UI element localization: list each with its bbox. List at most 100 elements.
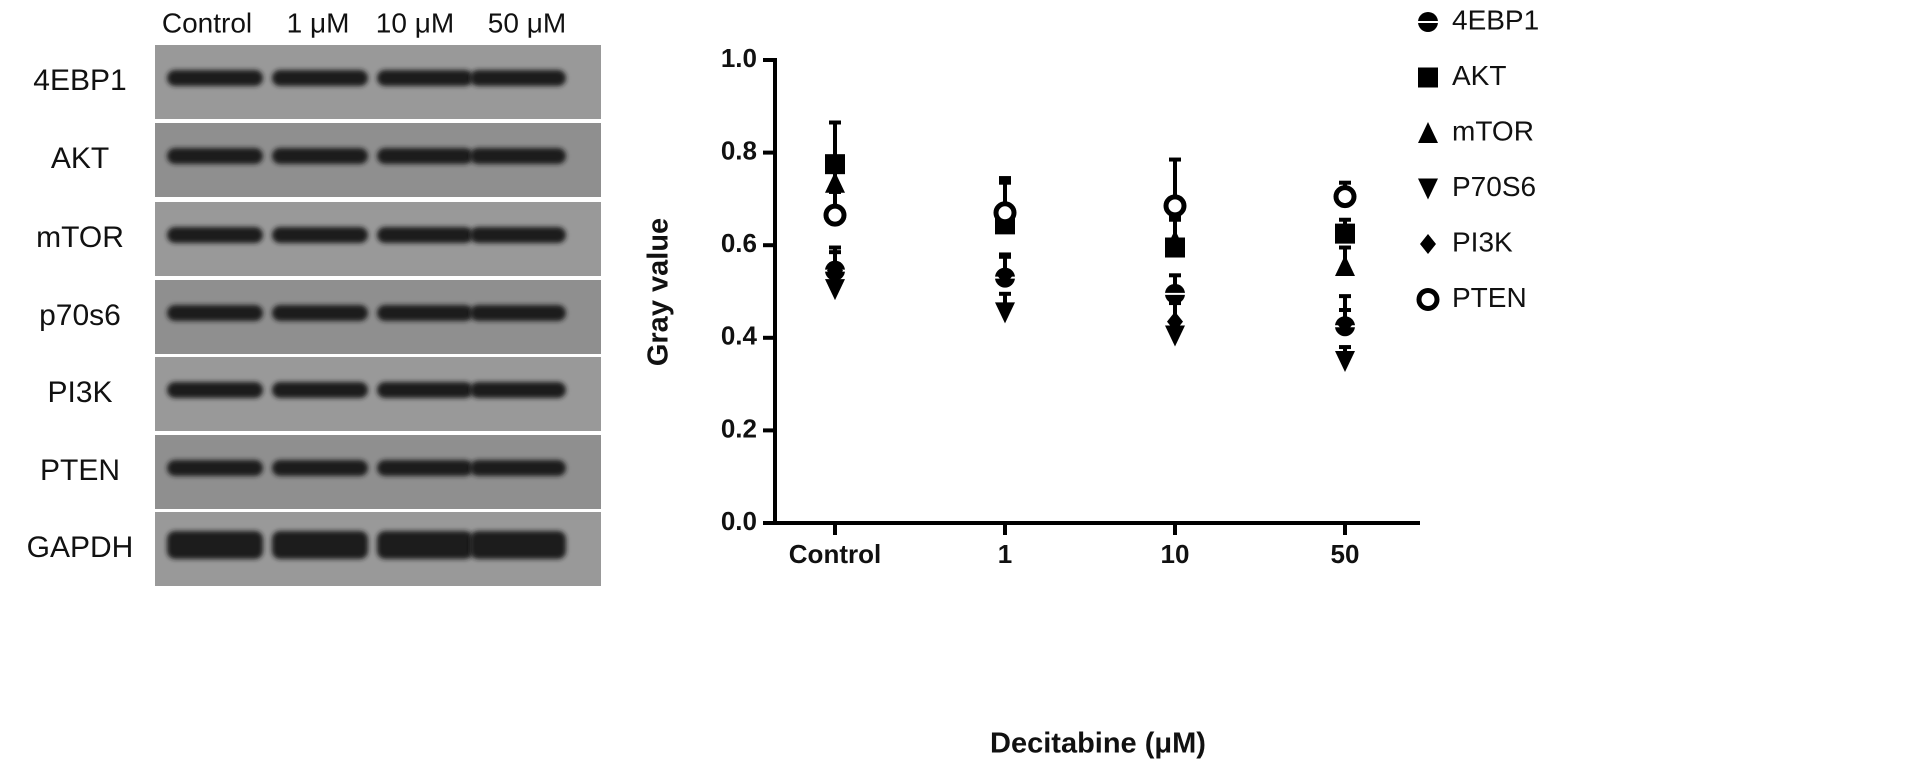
marker xyxy=(1165,229,1185,251)
band xyxy=(470,227,566,243)
band xyxy=(167,227,263,243)
lane-label: 50 μM xyxy=(488,7,566,38)
band xyxy=(272,70,368,86)
marker-shape xyxy=(825,279,845,301)
marker xyxy=(1418,122,1438,143)
marker-shape xyxy=(1416,288,1440,311)
legend-label: 4EBP1 xyxy=(1452,4,1539,35)
y-tick-label: 1.0 xyxy=(721,43,757,73)
legend-label: AKT xyxy=(1452,60,1506,91)
band xyxy=(272,460,368,476)
marker-shape xyxy=(1337,313,1353,334)
y-tick-label: 0.2 xyxy=(721,413,757,443)
lane-label: 10 μM xyxy=(376,7,454,38)
x-axis-title: Decitabine (μM) xyxy=(990,728,1206,760)
band xyxy=(272,382,368,398)
marker xyxy=(997,265,1013,286)
band xyxy=(272,531,368,559)
band xyxy=(377,70,473,86)
band xyxy=(377,227,473,243)
marker-shape xyxy=(1163,194,1187,218)
band xyxy=(377,382,473,398)
band xyxy=(272,148,368,164)
y-axis-title: Gray value xyxy=(643,218,675,366)
row-label: AKT xyxy=(51,142,109,175)
band xyxy=(167,70,263,86)
row-label: 4EBP1 xyxy=(33,64,126,97)
legend-label: mTOR xyxy=(1452,115,1534,146)
marker-shape xyxy=(1167,311,1183,332)
chart: Decitabine (μM) Gray value 0.0 0.2 0.4 0.6 0… xyxy=(643,4,1540,759)
marker xyxy=(823,203,847,227)
marker xyxy=(1418,178,1438,200)
lane-label: Control xyxy=(162,7,252,38)
marker-shape xyxy=(995,302,1015,324)
marker-shape xyxy=(1420,234,1436,254)
marker xyxy=(1337,313,1353,334)
band xyxy=(167,148,263,164)
band xyxy=(272,227,368,243)
band xyxy=(167,531,263,559)
marker xyxy=(1333,185,1357,209)
marker-shape xyxy=(1418,122,1438,143)
lane-label: 1 μM xyxy=(287,7,350,38)
y-tick-label: 0.6 xyxy=(721,228,757,258)
marker xyxy=(993,201,1017,225)
marker-shape xyxy=(1165,325,1185,347)
x-tick-label: 10 xyxy=(1161,539,1190,569)
marker xyxy=(1335,223,1355,244)
band xyxy=(377,531,473,559)
marker-shape xyxy=(997,265,1013,286)
marker xyxy=(1335,350,1355,372)
marker-shape xyxy=(827,260,843,281)
x-tick-label: Control xyxy=(789,539,881,569)
marker xyxy=(1167,311,1183,332)
marker xyxy=(825,171,845,193)
band xyxy=(470,531,566,559)
marker-shape xyxy=(825,171,845,193)
marker-shape xyxy=(993,201,1017,225)
marker-shape xyxy=(1418,178,1438,200)
row-label: p70s6 xyxy=(39,299,121,332)
y-tick-label: 0.4 xyxy=(721,321,758,351)
marker xyxy=(1418,67,1438,88)
row-label: PTEN xyxy=(40,454,120,487)
marker-shape xyxy=(823,203,847,227)
marker-shape xyxy=(1418,67,1438,88)
western-blot: Control 1 μM 10 μM 50 μM 4EBP1 AKT mTOR p70s6 PI… xyxy=(27,7,601,586)
marker xyxy=(1416,288,1440,311)
x-tick-label: 50 xyxy=(1331,539,1360,569)
marker-shape xyxy=(1333,185,1357,209)
band xyxy=(470,382,566,398)
band xyxy=(167,382,263,398)
marker-shape xyxy=(1335,223,1355,244)
legend-label: PI3K xyxy=(1452,226,1513,257)
band xyxy=(470,148,566,164)
marker xyxy=(1163,194,1187,218)
marker xyxy=(1335,255,1355,277)
legend-label: PTEN xyxy=(1452,282,1527,313)
row-label: mTOR xyxy=(36,221,124,254)
band xyxy=(167,460,263,476)
band xyxy=(470,460,566,476)
y-tick-label: 0.0 xyxy=(721,506,757,536)
marker-shape xyxy=(1165,229,1185,251)
legend-label: P70S6 xyxy=(1452,171,1536,202)
marker xyxy=(825,279,845,301)
row-label: PI3K xyxy=(47,376,112,409)
marker-shape xyxy=(1335,255,1355,277)
marker xyxy=(1420,234,1436,254)
marker xyxy=(1165,325,1185,347)
band xyxy=(470,70,566,86)
y-tick-label: 0.8 xyxy=(721,135,757,165)
band xyxy=(377,148,473,164)
row-label: GAPDH xyxy=(27,531,134,564)
marker xyxy=(827,260,843,281)
band xyxy=(377,305,473,321)
marker xyxy=(1418,12,1438,32)
band xyxy=(377,460,473,476)
marker xyxy=(995,302,1015,324)
band xyxy=(167,305,263,321)
marker-shape xyxy=(1335,350,1355,372)
